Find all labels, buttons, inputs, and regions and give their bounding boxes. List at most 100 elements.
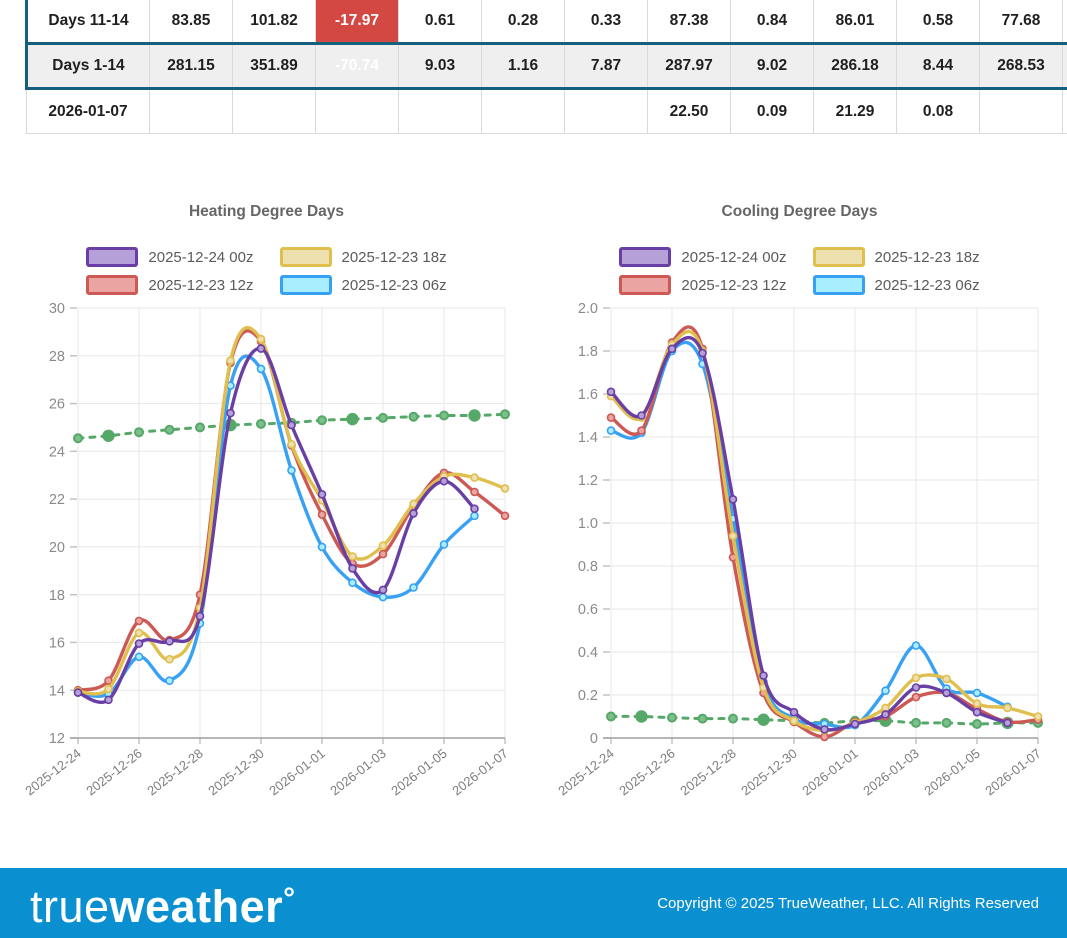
table-cell: 22.50: [648, 89, 731, 134]
data-point: [471, 488, 478, 495]
normal-point: [912, 719, 920, 727]
data-point: [852, 721, 859, 728]
table-cell: 281.15: [150, 44, 233, 89]
data-point: [380, 551, 387, 558]
y-axis-label: 28: [49, 349, 65, 365]
table-cell: [233, 89, 316, 134]
row-label: Days 11-14: [27, 0, 150, 44]
forecast-line: [611, 338, 1008, 730]
data-point: [471, 474, 478, 481]
data-point: [760, 672, 767, 679]
y-axis-label: 2.0: [578, 301, 598, 317]
normal-point: [607, 713, 615, 721]
normal-point: [410, 413, 418, 421]
legend-item[interactable]: 2025-12-24 00z: [619, 247, 786, 267]
forecast-line: [78, 328, 505, 694]
y-axis-label: 20: [49, 540, 65, 556]
data-point: [791, 709, 798, 716]
footer: trueweather° Copyright © 2025 TrueWeathe…: [0, 868, 1067, 938]
data-point: [471, 512, 478, 519]
table-cell: 77.68: [980, 0, 1063, 44]
data-point: [258, 365, 265, 372]
normal-point: [347, 414, 357, 424]
table-cell: [1063, 44, 1067, 89]
chart-plot-cooling[interactable]: 00.20.40.60.81.01.21.41.61.82.02025-12-2…: [533, 297, 1067, 827]
legend-swatch-icon: [86, 247, 138, 267]
legend-item[interactable]: 2025-12-23 12z: [86, 275, 253, 295]
data-point: [166, 638, 173, 645]
data-point: [166, 656, 173, 663]
data-point: [1035, 713, 1042, 720]
table-cell: [980, 89, 1063, 134]
y-axis-label: 0.2: [578, 688, 598, 704]
table-cell: [316, 89, 399, 134]
table-cell: 0.28: [482, 0, 565, 44]
data-point: [288, 422, 295, 429]
legend-label: 2025-12-23 12z: [681, 277, 786, 294]
normal-point: [668, 714, 676, 722]
legend-item[interactable]: 2025-12-23 06z: [813, 275, 980, 295]
data-point: [821, 726, 828, 733]
data-point: [638, 412, 645, 419]
data-point: [913, 684, 920, 691]
data-point: [197, 613, 204, 620]
data-point: [349, 579, 356, 586]
data-point: [288, 467, 295, 474]
normal-point: [758, 715, 768, 725]
data-point: [502, 485, 509, 492]
normal-point: [74, 434, 82, 442]
table-cell: 8.44: [897, 44, 980, 89]
y-axis-label: 24: [49, 444, 65, 460]
legend-item[interactable]: 2025-12-23 18z: [813, 247, 980, 267]
normal-point: [135, 428, 143, 436]
legend-item[interactable]: 2025-12-24 00z: [86, 247, 253, 267]
y-axis-label: 1.8: [578, 344, 598, 360]
data-point: [380, 542, 387, 549]
data-point: [258, 336, 265, 343]
data-point: [441, 478, 448, 485]
logo-true-text: true: [30, 881, 110, 932]
data-point: [913, 694, 920, 701]
y-axis-label: 0: [590, 731, 598, 747]
normal-point: [318, 416, 326, 424]
data-point: [913, 642, 920, 649]
table-cell: -70.74: [316, 44, 399, 89]
normal-point: [729, 715, 737, 723]
table-cell: 268.53: [980, 44, 1063, 89]
data-point: [105, 686, 112, 693]
x-axis-label: 2025-12-26: [616, 746, 678, 799]
table-cell: [1063, 89, 1067, 134]
x-axis-label: 2025-12-24: [555, 746, 617, 799]
data-point: [410, 510, 417, 517]
legend-item[interactable]: 2025-12-23 18z: [280, 247, 447, 267]
x-axis-label: 2026-01-05: [921, 746, 983, 799]
legend-item[interactable]: 2025-12-23 12z: [619, 275, 786, 295]
legend-swatch-icon: [813, 275, 865, 295]
data-point: [913, 674, 920, 681]
table-cell: 0.58: [897, 0, 980, 44]
table-cell: 101.82: [233, 0, 316, 44]
legend-swatch-icon: [619, 275, 671, 295]
data-point: [1004, 704, 1011, 711]
data-point: [669, 345, 676, 352]
data-point: [974, 689, 981, 696]
y-axis-label: 1.2: [578, 473, 598, 489]
data-point: [319, 543, 326, 550]
data-point: [791, 717, 798, 724]
data-point: [75, 689, 82, 696]
table-cell: 9.03: [399, 44, 482, 89]
x-axis-label: 2026-01-07: [449, 746, 511, 799]
x-axis-label: 2025-12-28: [677, 746, 739, 799]
table-cell: -17.97: [316, 0, 399, 44]
data-point: [319, 511, 326, 518]
data-point: [349, 565, 356, 572]
legend-item[interactable]: 2025-12-23 06z: [280, 275, 447, 295]
forecast-line: [78, 331, 505, 690]
x-axis-label: 2025-12-24: [22, 746, 84, 799]
